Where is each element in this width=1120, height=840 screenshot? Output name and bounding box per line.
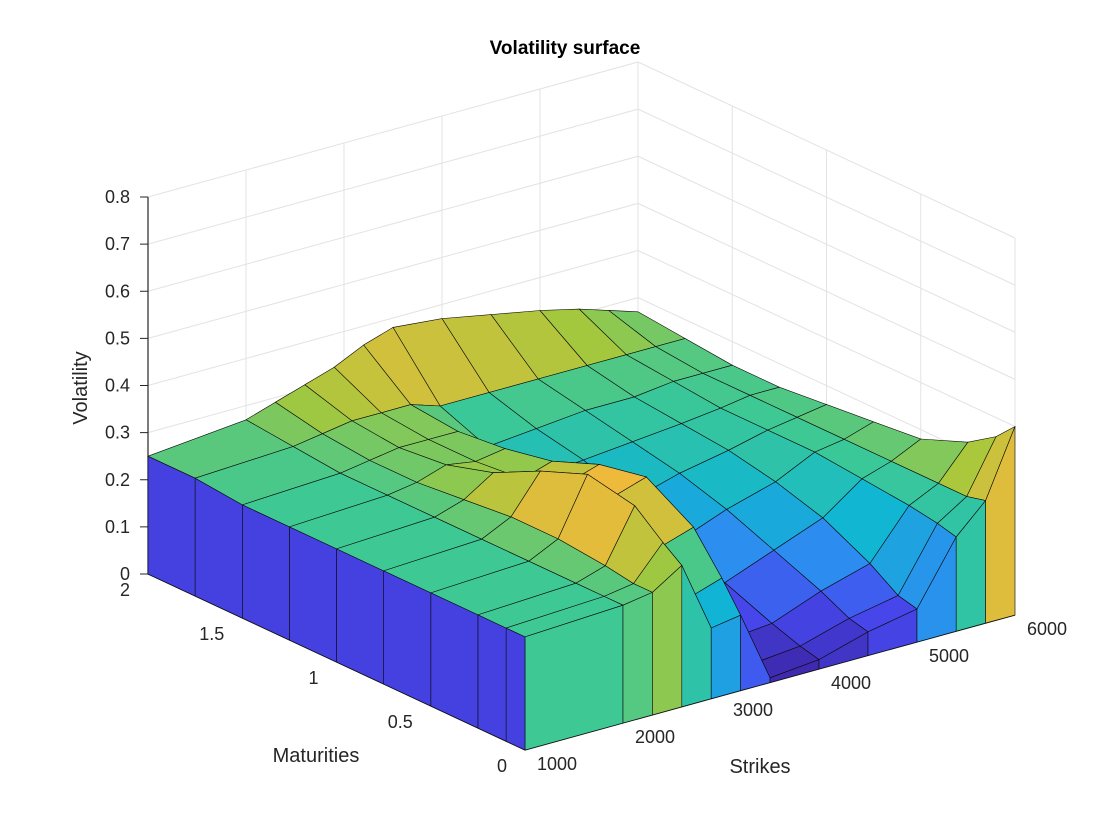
grid-line — [147, 108, 639, 245]
tick-labels: 10002000300040005000600000.511.5200.10.2… — [105, 187, 1067, 776]
z-tick-label: 0.4 — [105, 376, 130, 396]
y-axis-label: Maturities — [273, 745, 360, 767]
z-tick-label: 0.3 — [105, 423, 130, 443]
y-tick-label: 1.5 — [199, 624, 224, 644]
y-tick-label: 0 — [497, 756, 507, 776]
grid-line — [147, 61, 639, 198]
grid-line — [637, 202, 1016, 380]
z-tick-label: 0.1 — [105, 517, 130, 537]
y-tick-label: 0.5 — [388, 712, 413, 732]
x-tick-label: 5000 — [929, 646, 969, 666]
surface-skirt-maturity — [336, 548, 384, 685]
surface-skirt-maturity — [242, 504, 290, 641]
grid-line — [147, 202, 639, 339]
x-tick-label: 1000 — [537, 754, 577, 774]
z-tick-label: 0.8 — [105, 187, 130, 207]
surface-skirt-maturity — [505, 627, 526, 751]
x-tick-label: 4000 — [831, 673, 871, 693]
z-tick-label: 0 — [120, 564, 130, 584]
z-tick-label: 0.6 — [105, 281, 130, 301]
grid-line — [147, 250, 639, 386]
x-axis-label: Strikes — [729, 756, 790, 778]
surface-skirt-strike — [622, 591, 653, 724]
surface-skirt-maturity — [147, 455, 196, 597]
z-tick-label: 0.2 — [105, 470, 130, 490]
grid-line — [147, 155, 639, 292]
surface-mesh — [147, 308, 1016, 751]
surface-skirt-maturity — [289, 526, 337, 663]
x-tick-label: 2000 — [635, 727, 675, 747]
z-axis-label: Volatility — [70, 351, 92, 424]
surface-skirt-maturity — [383, 570, 432, 707]
grid-line — [637, 61, 1016, 239]
surface-skirt-strike — [985, 426, 1016, 624]
z-tick-label: 0.7 — [105, 234, 130, 254]
z-tick-label: 0.5 — [105, 328, 130, 348]
grid-line — [637, 155, 1016, 333]
y-tick-label: 1 — [308, 668, 318, 688]
grid-line — [637, 108, 1016, 286]
y-tick-label: 2 — [120, 580, 130, 600]
x-tick-label: 3000 — [733, 700, 773, 720]
chart-title: Volatility surface — [490, 38, 641, 59]
grid-line — [637, 250, 1016, 427]
surface-skirt-strike — [710, 614, 741, 700]
x-tick-label: 6000 — [1027, 619, 1067, 639]
surface-skirt-maturity — [430, 592, 479, 729]
surface-skirt-maturity — [477, 614, 507, 742]
